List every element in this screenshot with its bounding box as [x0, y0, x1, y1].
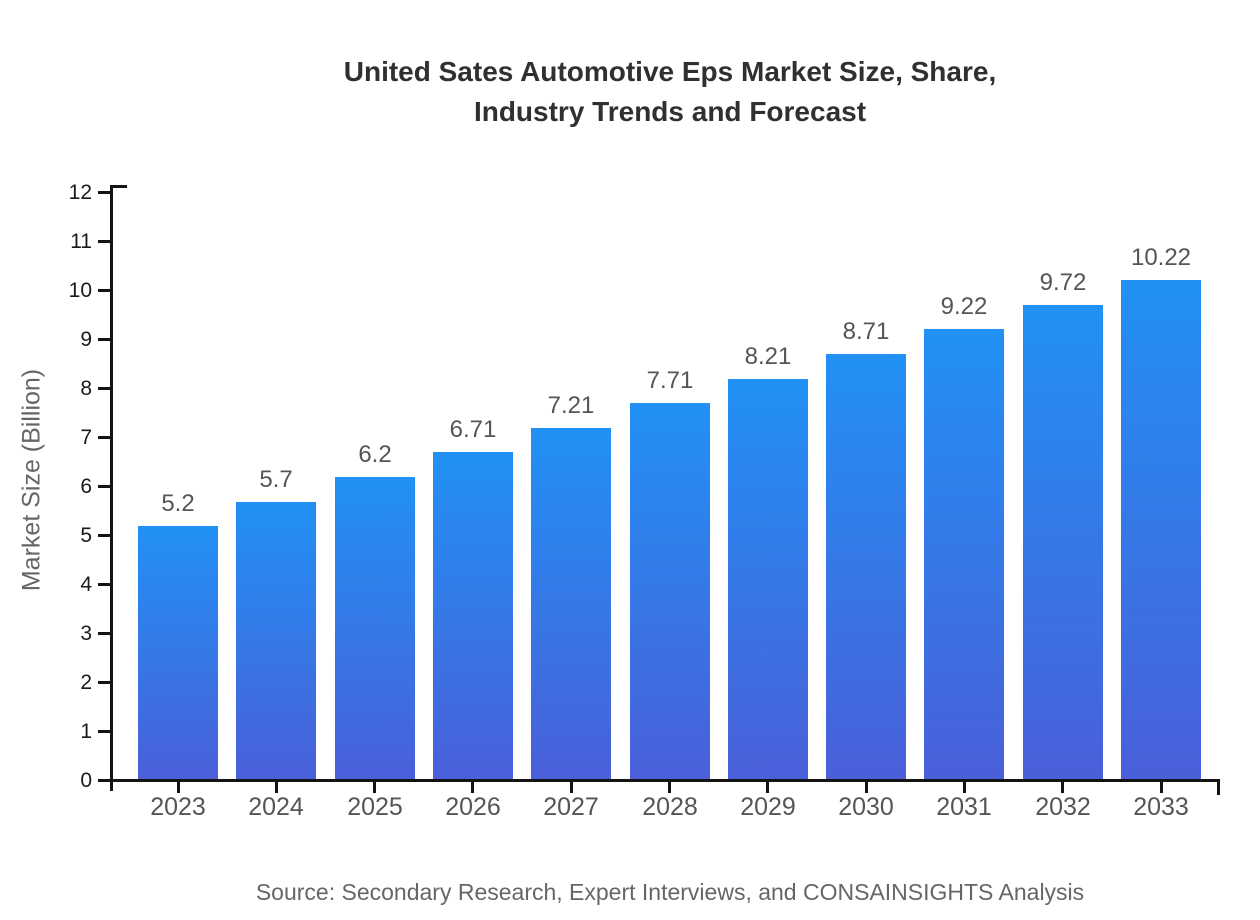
bar-value-label: 6.71 [449, 416, 497, 443]
bar-value-label: 8.71 [842, 318, 890, 345]
bar [531, 428, 611, 781]
x-axis-end-cap [1217, 779, 1220, 795]
y-tick-mark [98, 730, 110, 733]
y-tick-label: 0 [80, 769, 92, 792]
y-tick-label: 3 [80, 622, 92, 645]
source-note: Source: Secondary Research, Expert Inter… [255, 879, 1085, 905]
bar [1023, 305, 1103, 781]
x-tick-mark [373, 779, 376, 793]
x-tick-label: 2025 [347, 793, 403, 821]
bar-value-label: 5.7 [259, 466, 293, 493]
x-tick-mark [177, 779, 180, 793]
bar-value-label: 6.2 [358, 441, 392, 468]
y-tick-mark [98, 191, 110, 194]
x-tick-mark [570, 779, 573, 793]
y-tick-label: 11 [70, 230, 92, 253]
x-tick-label: 2029 [740, 793, 796, 821]
x-tick-mark [471, 779, 474, 793]
y-tick-label: 5 [80, 524, 92, 547]
y-tick-label: 4 [80, 573, 92, 596]
chart-title-line-1: United Sates Automotive Eps Market Size,… [343, 56, 997, 87]
bar-value-label: 7.71 [646, 367, 694, 394]
x-tick-mark [275, 779, 278, 793]
x-tick-label: 2030 [838, 793, 894, 821]
y-axis-line [110, 185, 113, 791]
bar [236, 502, 316, 781]
y-tick-label: 6 [80, 475, 92, 498]
bar [1121, 280, 1201, 781]
x-tick-mark [1061, 779, 1064, 793]
bar [335, 477, 415, 781]
x-tick-label: 2032 [1035, 793, 1091, 821]
y-tick-label: 10 [68, 279, 92, 302]
bar [630, 403, 710, 781]
bar [826, 354, 906, 781]
x-tick-label: 2031 [936, 793, 992, 821]
y-tick-mark [98, 240, 110, 243]
y-tick-mark [98, 387, 110, 390]
y-tick-mark [98, 485, 110, 488]
x-tick-label: 2023 [150, 793, 206, 821]
bar [433, 452, 513, 781]
y-tick-label: 9 [80, 328, 92, 351]
y-tick-mark [98, 436, 110, 439]
bar-value-label: 7.21 [547, 392, 595, 419]
x-tick-mark [963, 779, 966, 793]
y-tick-mark [98, 681, 110, 684]
bar [728, 379, 808, 781]
x-tick-label: 2024 [248, 793, 304, 821]
chart-title-line-2: Industry Trends and Forecast [473, 96, 867, 127]
y-tick-label: 12 [68, 181, 92, 204]
y-tick-label: 2 [80, 671, 92, 694]
bar-value-label: 9.22 [940, 293, 988, 320]
bar-value-label: 9.72 [1039, 269, 1087, 296]
x-tick-label: 2028 [642, 793, 698, 821]
y-tick-mark [98, 534, 110, 537]
bar-value-label: 8.21 [744, 343, 792, 370]
y-tick-mark [98, 583, 110, 586]
y-tick-mark [98, 338, 110, 341]
y-tick-label: 7 [80, 426, 92, 449]
x-tick-mark [766, 779, 769, 793]
y-tick-label: 8 [80, 377, 92, 400]
y-axis-end-cap [110, 185, 127, 188]
x-tick-mark [1160, 779, 1163, 793]
x-tick-mark [865, 779, 868, 793]
bar-value-label: 5.2 [161, 490, 195, 517]
y-tick-label: 1 [80, 720, 92, 743]
y-tick-mark [98, 779, 110, 782]
x-axis-line [104, 779, 1220, 782]
bar [138, 526, 218, 781]
x-tick-label: 2027 [543, 793, 599, 821]
chart-title: United Sates Automotive Eps Market Size,… [80, 52, 1260, 132]
y-tick-mark [98, 632, 110, 635]
bar-value-label: 10.22 [1130, 244, 1192, 271]
bar [924, 329, 1004, 781]
x-tick-mark [668, 779, 671, 793]
x-tick-label: 2033 [1133, 793, 1189, 821]
x-tick-label: 2026 [445, 793, 501, 821]
y-tick-mark [98, 289, 110, 292]
